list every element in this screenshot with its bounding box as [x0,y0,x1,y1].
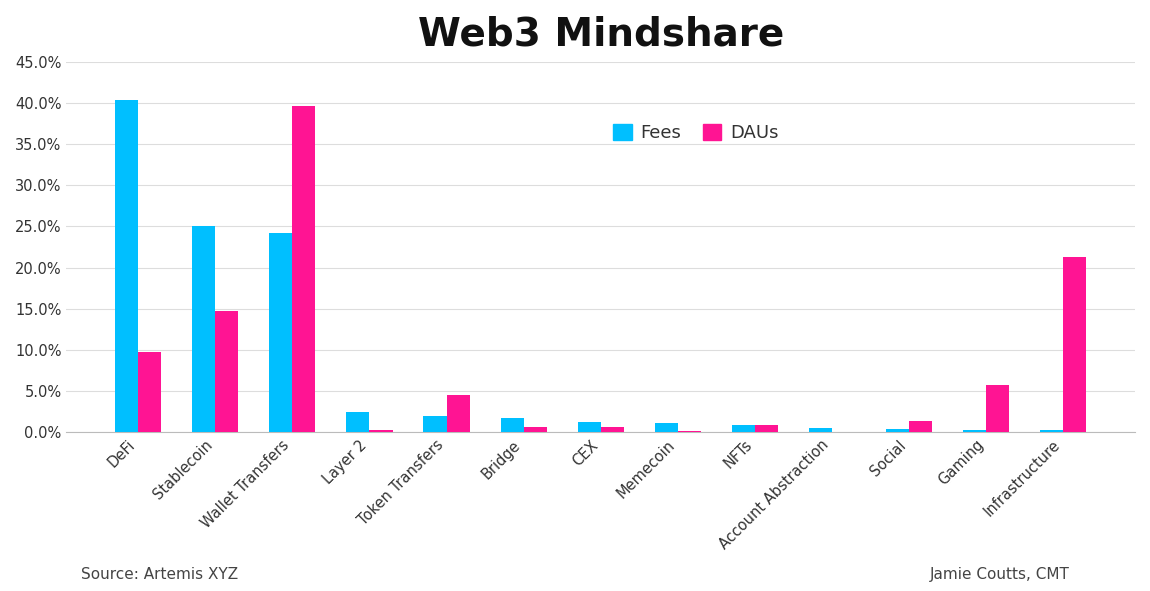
Bar [677,431,701,433]
Bar [963,430,987,433]
Bar [423,416,446,433]
Legend: Fees, DAUs: Fees, DAUs [605,115,788,151]
Bar [292,106,315,433]
Bar [1041,430,1064,433]
Bar [500,418,523,433]
Bar [654,423,677,433]
Bar [138,352,161,433]
Bar [577,422,600,433]
Bar [269,233,292,433]
Text: Source: Artemis XYZ: Source: Artemis XYZ [81,567,238,582]
Bar [910,421,933,433]
Bar [369,430,392,433]
Bar [731,425,754,433]
Bar [346,412,369,433]
Bar [192,226,215,433]
Bar [446,395,469,433]
Text: Jamie Coutts, CMT: Jamie Coutts, CMT [929,567,1070,582]
Title: Web3 Mindshare: Web3 Mindshare [417,15,784,53]
Bar [886,429,910,433]
Bar [754,425,779,433]
Bar [600,427,623,433]
Bar [115,100,138,433]
Bar [215,311,238,433]
Bar [808,428,831,433]
Bar [523,427,546,433]
Bar [1064,257,1087,433]
Bar [987,385,1010,433]
